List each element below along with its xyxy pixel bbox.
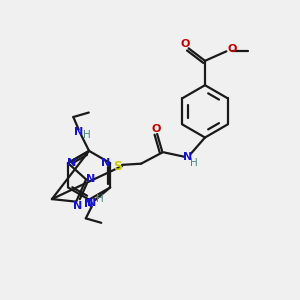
Text: N: N (74, 128, 83, 137)
Text: N: N (68, 158, 77, 168)
Text: O: O (152, 124, 161, 134)
Text: N: N (182, 152, 192, 162)
Text: N: N (101, 158, 111, 168)
Text: N: N (73, 201, 82, 212)
Text: N: N (85, 174, 95, 184)
Text: S: S (113, 160, 122, 172)
Text: H: H (83, 130, 91, 140)
Text: N: N (87, 198, 96, 208)
Text: H: H (96, 194, 104, 204)
Text: N: N (84, 200, 94, 209)
Text: H: H (190, 158, 198, 168)
Text: O: O (180, 40, 190, 50)
Text: O: O (227, 44, 236, 54)
